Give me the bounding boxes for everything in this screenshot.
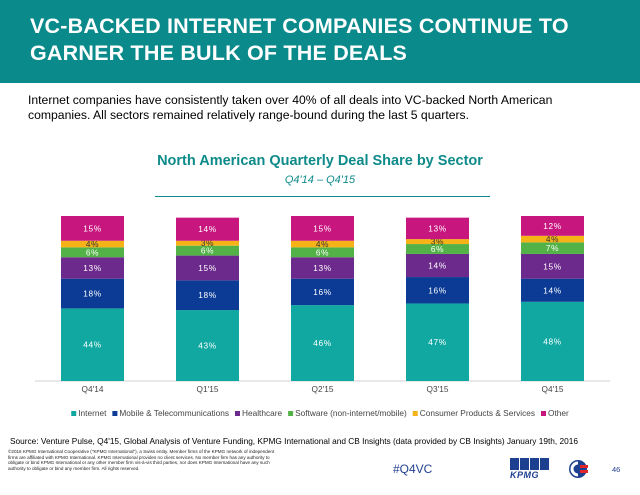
data-label: 13%: [428, 223, 446, 233]
bar-segment: [61, 278, 124, 309]
bar-segment: [61, 216, 124, 241]
legend-label: Other: [548, 408, 569, 418]
title-divider: [155, 196, 490, 197]
x-tick-label: Q3'15: [427, 384, 449, 394]
data-label: 16%: [428, 285, 446, 295]
data-label: 15%: [543, 261, 561, 271]
bar-segment: [406, 303, 469, 381]
legend-label: Internet: [78, 408, 107, 418]
data-label: 4%: [546, 234, 559, 244]
data-label: 13%: [83, 263, 101, 273]
legend-swatch: [71, 411, 77, 416]
data-label: 46%: [313, 338, 331, 348]
data-label: 47%: [428, 337, 446, 347]
data-label: 15%: [83, 223, 101, 233]
bar-segment: [406, 217, 469, 240]
data-label: 18%: [83, 289, 101, 299]
bar-segment: [406, 277, 469, 304]
legend-label: Consumer Products & Services: [420, 408, 535, 418]
bar-segment: [291, 257, 354, 279]
bar-segment: [61, 240, 124, 248]
legend-label: Mobile & Telecommunications: [119, 408, 229, 418]
bar-segment: [406, 244, 469, 254]
bar-segment: [176, 245, 239, 256]
data-label: 3%: [201, 238, 214, 248]
bar-segment: [291, 240, 354, 248]
legend-swatch: [234, 411, 240, 416]
bar-segment: [521, 301, 584, 381]
data-label: 14%: [198, 224, 216, 234]
slide-title: VC-BACKED INTERNET COMPANIES CONTINUE TO…: [30, 14, 569, 65]
slide-header: VC-BACKED INTERNET COMPANIES CONTINUE TO…: [0, 0, 640, 83]
bar-segment: [176, 240, 239, 246]
bar-segment: [291, 247, 354, 258]
bar-segment: [521, 235, 584, 243]
data-label: 14%: [428, 261, 446, 271]
data-label: 4%: [86, 239, 99, 249]
page-number: 46: [612, 465, 621, 474]
legend-swatch: [412, 411, 418, 416]
bar-segment: [521, 216, 584, 236]
intro-text: Internet companies have consistently tak…: [28, 93, 553, 122]
bar-segment: [61, 308, 124, 381]
bar-segment: [176, 255, 239, 281]
kpmg-logo-text: KPMG: [510, 470, 539, 480]
bar-segment: [291, 216, 354, 241]
data-label: 7%: [546, 243, 559, 253]
bar-segment: [176, 280, 239, 311]
data-label: 14%: [543, 285, 561, 295]
legend-label: Software (non-internet/mobile): [295, 408, 407, 418]
data-label: 4%: [316, 239, 329, 249]
data-label: 6%: [86, 247, 99, 257]
enterprise-logo-icon: [569, 460, 588, 478]
kpmg-logo: KPMG: [510, 458, 550, 482]
legend-label: Healthcare: [242, 408, 283, 418]
bar-segment: [176, 310, 239, 381]
data-label: 15%: [313, 223, 331, 233]
bar-segment: [291, 278, 354, 306]
data-label: 6%: [431, 244, 444, 254]
hashtag: #Q4VC: [393, 462, 433, 476]
bar-segment: [521, 253, 584, 279]
chart-subtitle: Q4'14 – Q4'15: [284, 174, 356, 186]
data-label: 16%: [313, 287, 331, 297]
chart-title: North American Quarterly Deal Share by S…: [157, 153, 483, 169]
data-label: 6%: [201, 246, 214, 256]
data-label: 48%: [543, 336, 561, 346]
legal-disclaimer: ©2016 KPMG International Cooperative ("K…: [8, 449, 275, 471]
data-label: 44%: [83, 340, 101, 350]
data-label: 12%: [543, 221, 561, 231]
data-label: 13%: [313, 263, 331, 273]
bar-segment: [61, 247, 124, 258]
legend-swatch: [112, 411, 118, 416]
bar-segment: [521, 278, 584, 302]
data-label: 43%: [198, 341, 216, 351]
x-tick-label: Q4'14: [82, 384, 104, 394]
data-label: 15%: [198, 263, 216, 273]
bar-segment: [521, 242, 584, 254]
stacked-bar-chart: 44%18%13%6%4%15%Q4'1443%18%15%6%3%14%Q1'…: [35, 216, 610, 418]
data-label: 3%: [431, 237, 444, 247]
bar-segment: [61, 257, 124, 279]
x-tick-label: Q4'15: [542, 384, 564, 394]
data-label: 6%: [316, 247, 329, 257]
bar-segment: [406, 239, 469, 245]
chart-legend: Internet Mobile & Telecommunications Healt…: [71, 408, 569, 418]
x-tick-label: Q2'15: [312, 384, 334, 394]
bar-segment: [291, 305, 354, 381]
legend-swatch: [541, 411, 546, 416]
x-tick-label: Q1'15: [197, 384, 219, 394]
bar-segment: [406, 253, 469, 278]
bar-segment: [176, 217, 239, 241]
source-note: Source: Venture Pulse, Q4'15, Global Ana…: [10, 436, 578, 446]
legend-swatch: [288, 411, 294, 416]
data-label: 18%: [198, 290, 216, 300]
kpmg-logo-boxes: [510, 458, 550, 470]
